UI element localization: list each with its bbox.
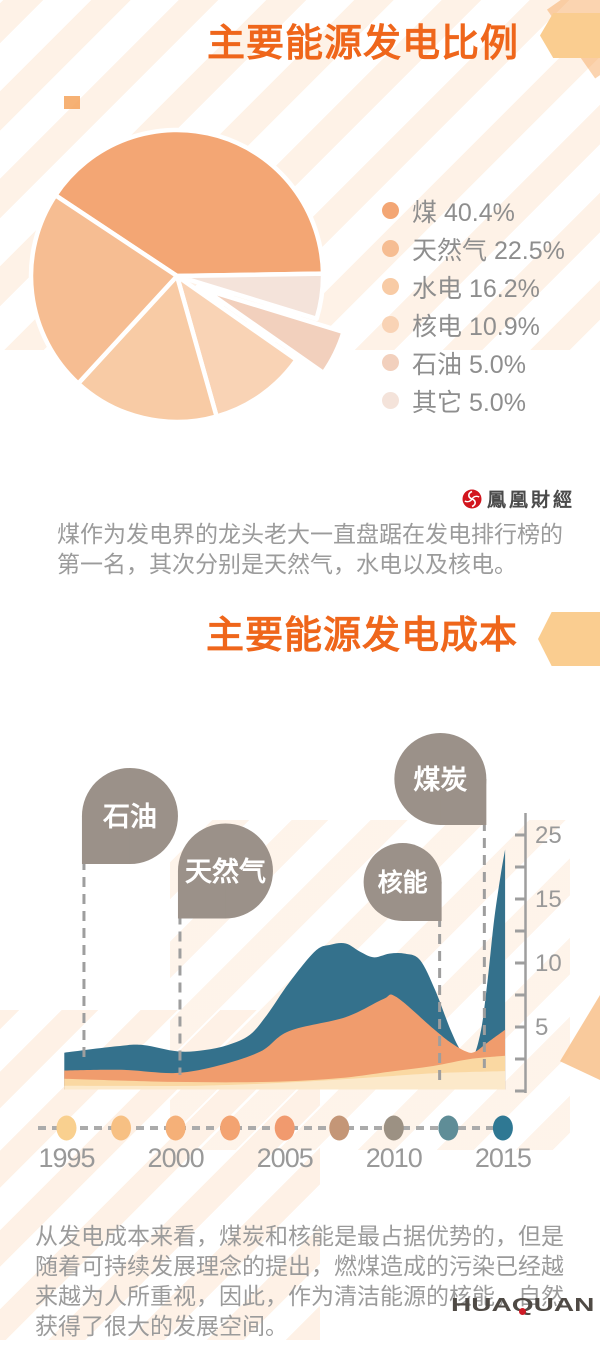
timeline-dot-0 <box>56 1115 77 1141</box>
y-axis-label-10: 10 <box>535 950 562 977</box>
balloon-label-oil: 石油 <box>102 802 157 832</box>
cost-area-pale <box>64 1071 506 1090</box>
source-logo: 鳳凰財經 <box>462 485 575 512</box>
x-axis-label-2015: 2015 <box>475 1143 531 1173</box>
source-logo-text: 鳳凰財經 <box>487 490 576 511</box>
legend-dot-other <box>382 392 399 409</box>
balloon-corner-natural-gas <box>177 871 226 919</box>
balloon-label-natural-gas: 天然气 <box>185 856 266 887</box>
timeline-dot-1 <box>111 1115 132 1141</box>
y-axis-label-25: 25 <box>535 822 562 849</box>
legend-label-nuclear: 核电 10.9% <box>412 312 540 341</box>
cost-area-salmon <box>64 994 506 1090</box>
cost-caption-line3: 来越为人所重视，因此，作为清洁能源的核能，自然 <box>35 1283 564 1309</box>
balloon-corner-oil <box>81 816 130 864</box>
legend-dot-nuclear <box>382 316 399 333</box>
watermark-accent-left <box>64 96 80 109</box>
legend-item-oil: 石油 5.0% <box>382 350 565 379</box>
y-axis-label-15: 15 <box>535 886 562 913</box>
pie-slice-oil <box>201 286 346 376</box>
section2-tab-shape <box>538 612 600 666</box>
legend-label-natural-gas: 天然气 22.5% <box>412 236 565 265</box>
x-axis-label-2000: 2000 <box>148 1143 204 1173</box>
legend-dot-natural-gas <box>382 240 399 257</box>
pie-slice-natural-gas <box>28 192 180 386</box>
cost-caption-line1: 从发电成本来看，煤炭和核能是最占据优势的，但是 <box>35 1223 564 1249</box>
annotation-balloon-oil: 石油 <box>81 768 178 864</box>
x-axis-label-2010: 2010 <box>366 1143 422 1173</box>
huaquan-logo-dot <box>519 1308 526 1315</box>
pie-legend: 煤 40.4% 天然气 22.5% 水电 16.2% 核电 10.9% 石油 5.0% 其… <box>382 198 565 417</box>
legend-label-other: 其它 5.0% <box>412 388 526 417</box>
legend-dot-coal <box>382 202 399 219</box>
annotation-balloon-natural-gas: 天然气 <box>177 823 273 919</box>
legend-item-coal: 煤 40.4% <box>382 198 565 227</box>
section1-title: 主要能源发电比例 <box>206 23 520 65</box>
legend-item-nuclear: 核电 10.9% <box>382 312 565 341</box>
y-axis-label-5: 5 <box>535 1014 548 1041</box>
timeline-dot-4 <box>274 1115 295 1141</box>
huaquan-logo: HUAQUAN <box>451 1294 595 1315</box>
timeline-dot-5 <box>329 1115 350 1141</box>
cost-caption: 从发电成本来看，煤炭和核能是最占据优势的，但是 随着可持续发展理念的提出，燃煤造… <box>35 1221 564 1341</box>
balloon-label-nuclear: 核能 <box>378 868 428 897</box>
balloon-corner-nuclear <box>402 882 442 921</box>
legend-label-coal: 煤 40.4% <box>412 198 515 227</box>
section2-title: 主要能源发电成本 <box>205 615 519 657</box>
x-axis-label-1995: 1995 <box>38 1143 94 1173</box>
legend-label-hydro: 水电 16.2% <box>412 274 540 303</box>
legend-label-oil: 石油 5.0% <box>412 350 526 379</box>
legend-item-hydro: 水电 16.2% <box>382 274 565 303</box>
timeline-dot-6 <box>383 1115 404 1141</box>
balloon-label-coal: 煤炭 <box>413 765 467 795</box>
timeline-dot-3 <box>220 1115 241 1141</box>
cost-caption-line2: 随着可持续发展理念的提出，燃煤造成的污染已经越 <box>35 1253 564 1279</box>
pie-caption-line1: 煤作为发电界的龙头老大一直盘踞在发电排行榜的 <box>57 521 563 547</box>
phoenix-swirl-icon <box>462 489 482 508</box>
pie-caption: 煤作为发电界的龙头老大一直盘踞在发电排行榜的 第一名，其次分别是天然气，水电以及… <box>57 519 563 579</box>
energy-share-pie-chart <box>28 127 346 425</box>
timeline-dot-7 <box>438 1115 459 1141</box>
x-axis-label-2005: 2005 <box>257 1143 313 1173</box>
timeline-dot-8 <box>492 1115 513 1141</box>
legend-item-natural-gas: 天然气 22.5% <box>382 236 565 265</box>
annotation-balloon-nuclear: 核能 <box>363 843 442 921</box>
section1-tab-shape <box>540 13 600 58</box>
pie-slice-hydro <box>75 273 219 425</box>
legend-dot-hydro <box>382 278 399 295</box>
pie-slice-other <box>174 271 326 322</box>
cost-caption-line4: 获得了很大的发展空间。 <box>35 1313 288 1339</box>
timeline-dot-2 <box>165 1115 186 1141</box>
legend-dot-oil <box>382 354 399 371</box>
pie-caption-line2: 第一名，其次分别是天然气，水电以及核电。 <box>57 551 517 577</box>
annotation-balloon-coal: 煤炭 <box>394 733 487 825</box>
legend-item-other: 其它 5.0% <box>382 388 565 417</box>
balloon-corner-coal <box>440 779 487 825</box>
